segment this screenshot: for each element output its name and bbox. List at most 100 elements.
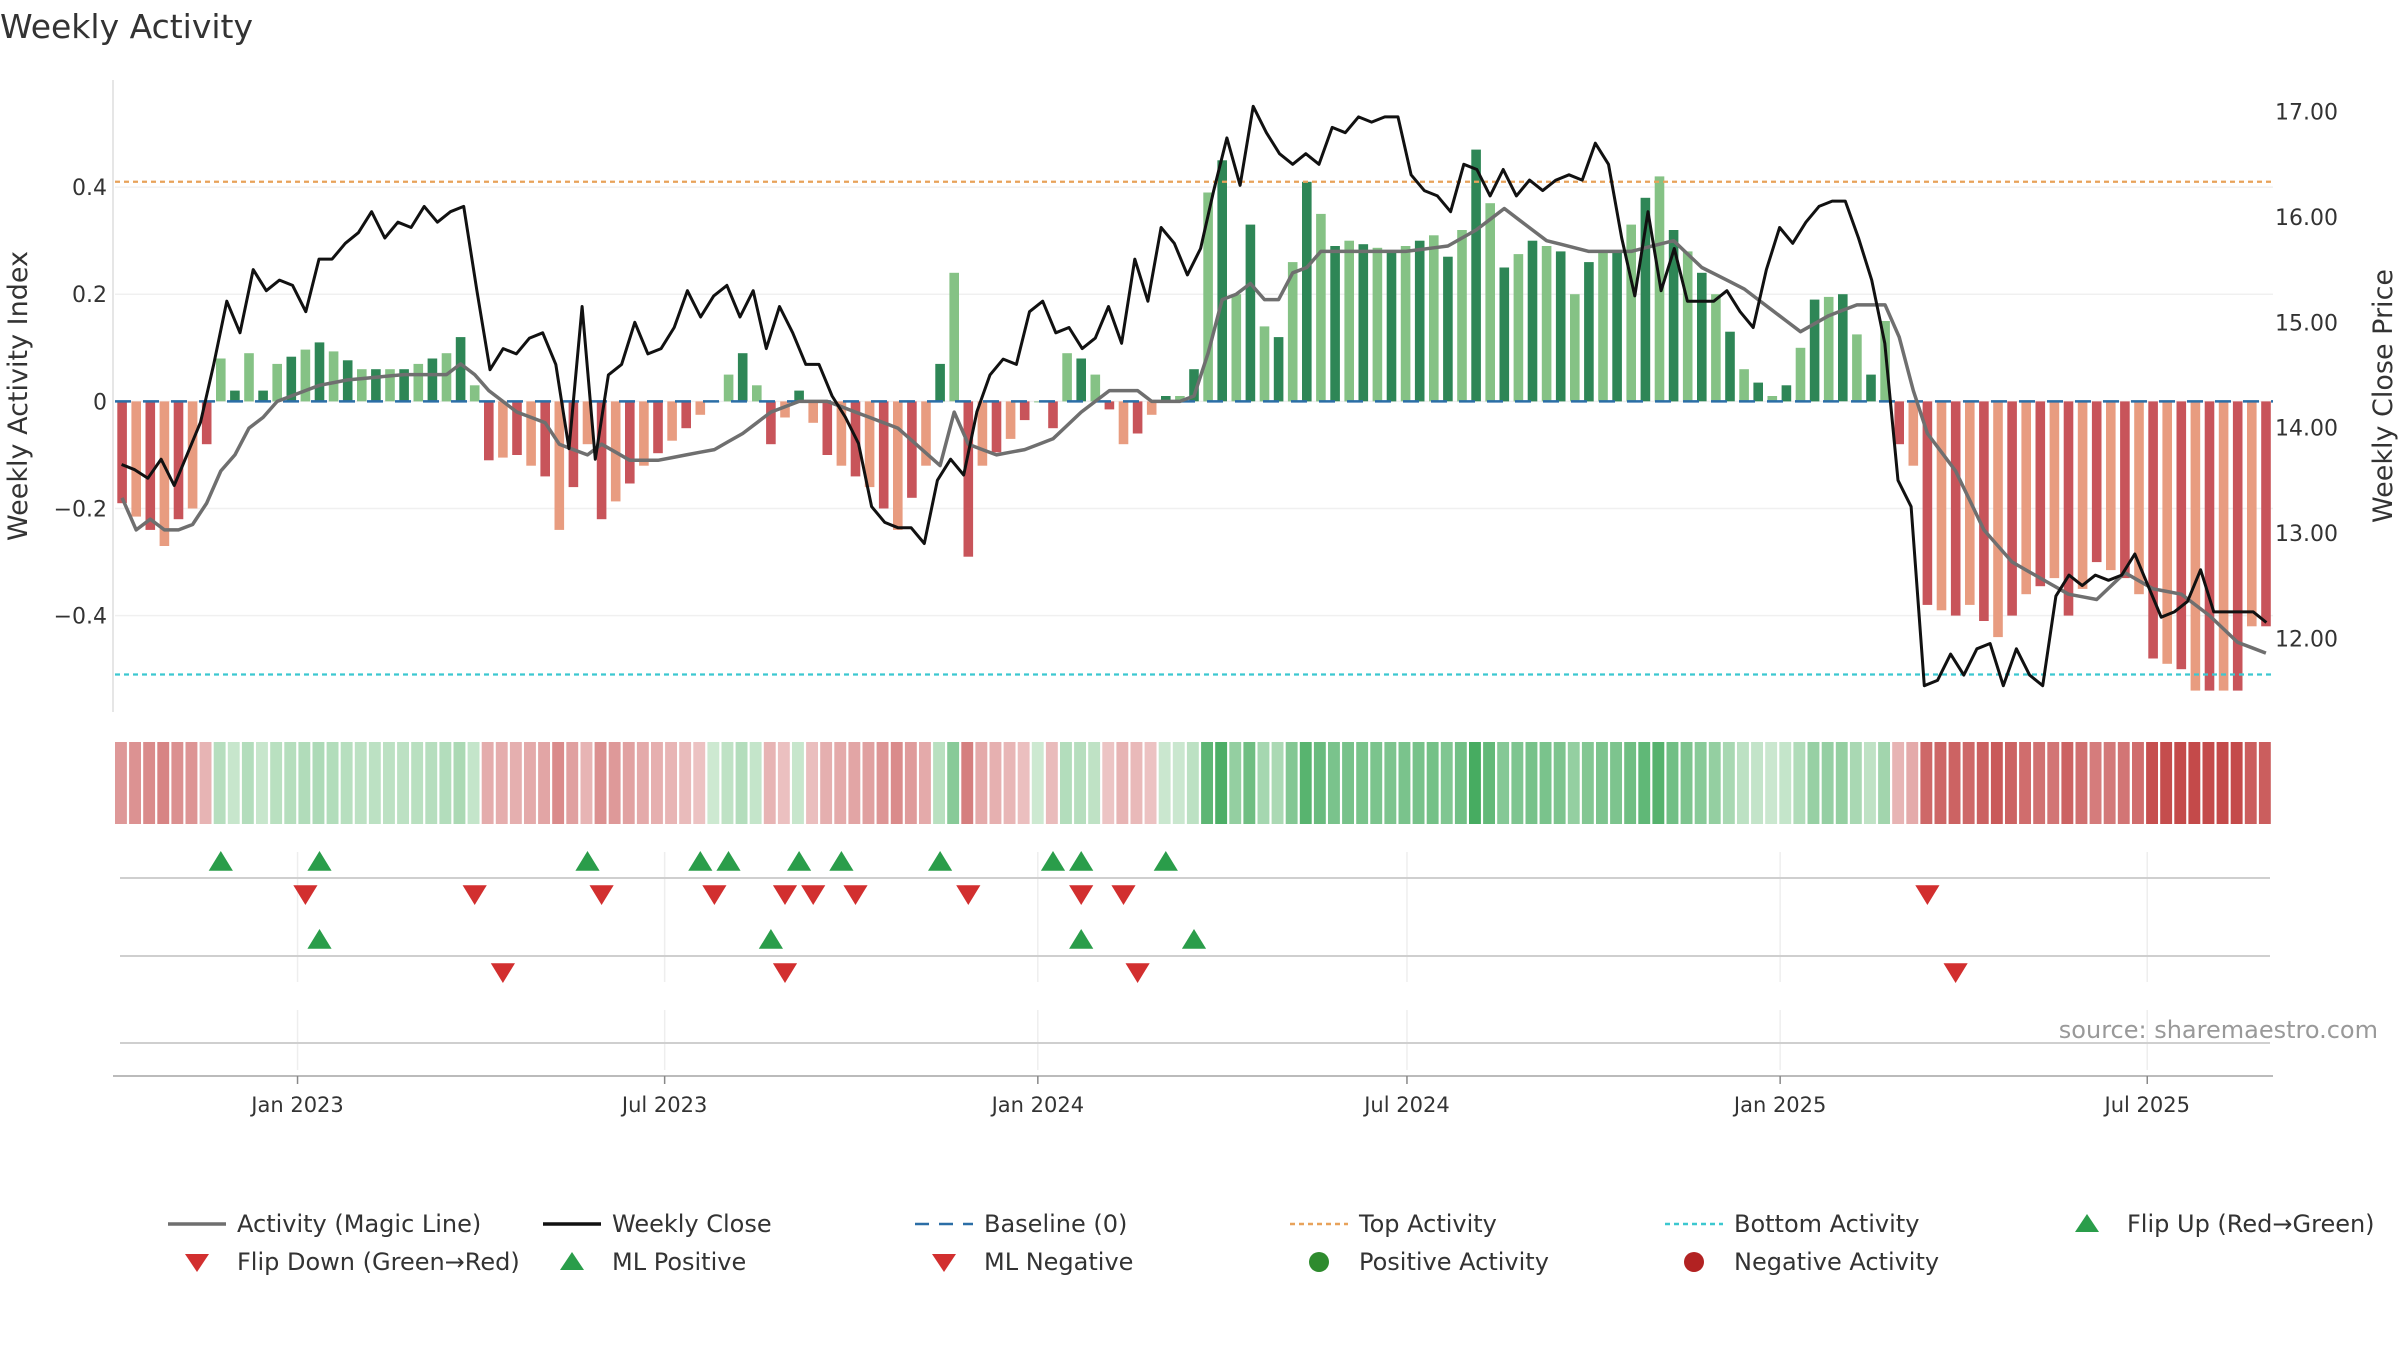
activity-bar xyxy=(582,401,593,445)
activity-bar xyxy=(399,369,409,402)
activity-bar xyxy=(2091,401,2102,563)
strip-cell xyxy=(862,742,875,824)
x-tick-label: Jan 2025 xyxy=(1732,1093,1827,1117)
activity-bar xyxy=(427,358,438,402)
strip-cell xyxy=(1356,742,1369,824)
legend-label: Negative Activity xyxy=(1734,1248,1939,1276)
activity-bar xyxy=(921,401,931,466)
activity-bar xyxy=(554,401,565,530)
strip-cell xyxy=(608,742,621,824)
strip-cell xyxy=(1807,742,1820,824)
strip-cell xyxy=(284,742,297,824)
legend-swatch xyxy=(560,1252,584,1270)
activity-bar xyxy=(977,401,988,466)
strip-cell xyxy=(1243,742,1256,824)
strip-cell xyxy=(919,742,931,824)
activity-bar xyxy=(1541,246,1552,402)
flip-down-marker xyxy=(843,885,868,905)
activity-bar xyxy=(1668,230,1679,402)
strip-cell xyxy=(1158,742,1171,824)
right-tick-label: 16.00 xyxy=(2275,206,2338,231)
activity-bar xyxy=(1781,385,1792,402)
strip-cell xyxy=(2146,742,2158,824)
left-tick-label: 0.2 xyxy=(72,283,107,308)
activity-bar xyxy=(2232,401,2243,691)
strip-cell xyxy=(665,742,677,824)
strip-cell xyxy=(439,742,452,824)
flip-up-marker xyxy=(208,851,233,871)
legend-label: Positive Activity xyxy=(1359,1248,1549,1276)
activity-bar xyxy=(2247,401,2257,627)
strip-cell xyxy=(792,742,804,824)
legend-label: Baseline (0) xyxy=(984,1210,1127,1238)
activity-bar xyxy=(1570,294,1580,402)
activity-bar xyxy=(2204,401,2215,691)
strip-cell xyxy=(453,742,466,824)
strip-cell xyxy=(256,742,268,824)
ml-negative-marker xyxy=(772,963,798,983)
strip-cell xyxy=(1624,742,1637,824)
legend-item: Negative Activity xyxy=(1684,1248,1939,1276)
strip-cell xyxy=(1398,742,1411,824)
activity-bar xyxy=(1767,396,1778,402)
strip-cell xyxy=(820,742,833,824)
strip-cell xyxy=(1116,742,1129,824)
activity-bar xyxy=(596,401,607,520)
strip-cell xyxy=(552,742,565,824)
legend-item: Baseline (0) xyxy=(915,1210,1127,1238)
strip-cell xyxy=(1779,742,1792,824)
legend-item: Weekly Close xyxy=(543,1210,772,1238)
activity-bar xyxy=(737,353,748,402)
strip-cell xyxy=(1525,742,1538,824)
strip-cell xyxy=(354,742,367,824)
strip-cell xyxy=(1864,742,1876,824)
strip-cell xyxy=(763,742,776,824)
strip-cell xyxy=(157,742,170,824)
strip-cell xyxy=(1031,742,1044,824)
activity-bars xyxy=(117,149,2271,691)
strip-cell xyxy=(1694,742,1707,824)
strip-cell xyxy=(1412,742,1425,824)
flip-up-marker xyxy=(1153,851,1178,871)
strip-cell xyxy=(975,742,988,824)
flip-down-marker xyxy=(702,885,727,905)
strip-cell xyxy=(411,742,424,824)
strip-cell xyxy=(481,742,494,824)
activity-bar xyxy=(1062,353,1072,402)
strip-cell xyxy=(241,742,254,824)
flip-up-marker xyxy=(928,851,953,871)
activity-bar xyxy=(2021,401,2031,595)
legend: Activity (Magic Line) Weekly Close Baselin… xyxy=(168,1210,2375,1276)
activity-bar xyxy=(667,401,677,441)
flip-down-marker xyxy=(1915,885,1940,905)
left-tick-label: 0 xyxy=(93,390,107,415)
flip-down-marker xyxy=(801,885,826,905)
right-tick-label: 14.00 xyxy=(2275,417,2338,442)
activity-bar xyxy=(949,272,959,402)
activity-bar xyxy=(498,401,508,458)
strip-cell xyxy=(749,742,762,824)
left-y-ticks: 0.4 0.2 0 −0.2 −0.4 xyxy=(54,176,107,629)
strip-cell xyxy=(1271,742,1284,824)
legend-item: ML Negative xyxy=(932,1248,1133,1276)
strip-cell xyxy=(1722,742,1735,824)
flip-down-marker xyxy=(772,885,798,905)
strip-cell xyxy=(467,742,480,824)
strip-cell xyxy=(1976,742,1989,824)
activity-bar xyxy=(1513,254,1524,402)
activity-bar xyxy=(484,401,494,461)
strip-cell xyxy=(1497,742,1510,824)
activity-bar xyxy=(314,342,325,402)
strip-cell xyxy=(1878,742,1890,824)
legend-item: Activity (Magic Line) xyxy=(168,1210,481,1238)
legend-swatch xyxy=(185,1254,209,1272)
strip-cell xyxy=(1567,742,1580,824)
ml-positive-marker xyxy=(758,929,783,949)
strip-cell xyxy=(1708,742,1721,824)
legend-swatch xyxy=(1309,1252,1329,1272)
strip-cell xyxy=(961,742,974,824)
strip-cell xyxy=(777,742,790,824)
legend-swatch xyxy=(1684,1252,1704,1272)
strip-cell xyxy=(1793,742,1806,824)
legend-item: Flip Up (Red→Green) xyxy=(2075,1210,2375,1238)
